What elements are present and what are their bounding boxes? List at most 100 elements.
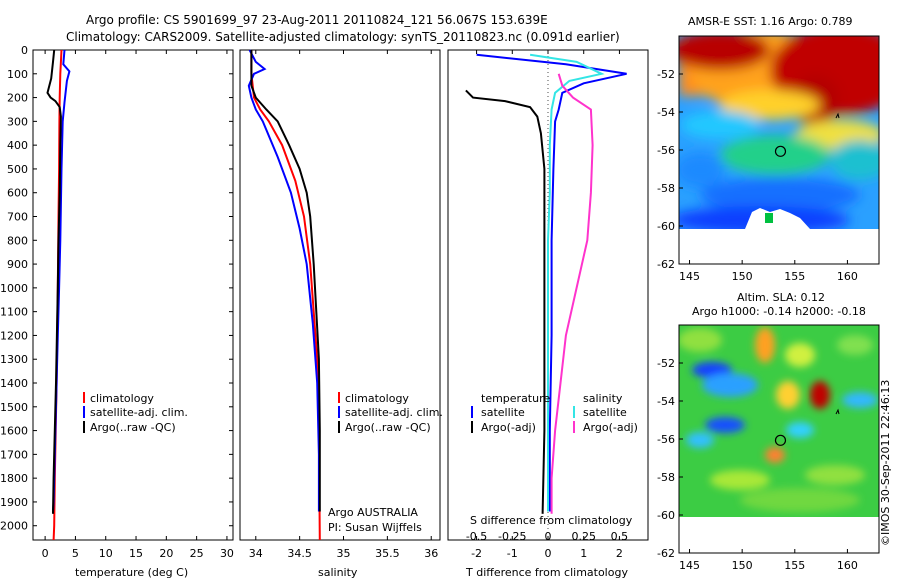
argo-institution: Argo AUSTRALIA	[328, 506, 418, 519]
legend-label: Argo(..raw -QC)	[345, 421, 431, 434]
map-y-tick-label: -54	[657, 395, 675, 408]
depth-tick-label: 0	[21, 44, 28, 57]
sla-map: Altim. SLA: 0.12 Argo h1000: -0.14 h2000…	[657, 291, 880, 572]
salinity-panel: 34 34.5 35 35.5 36 salinity climatology sate…	[239, 49, 443, 579]
salinity-xlabel: salinity	[318, 566, 358, 579]
sla-coast-marker	[835, 408, 840, 415]
series-line-black	[46, 49, 62, 514]
map-y-tick-label: -54	[657, 106, 675, 119]
series-line-blue	[476, 53, 627, 512]
depth-tick-label: 1600	[0, 425, 28, 438]
depth-tick-label: 200	[7, 92, 28, 105]
legend-label: satellite	[481, 406, 525, 419]
depth-tick-label: 2000	[0, 520, 28, 533]
x-tick-label: 25	[190, 547, 204, 560]
imos-credit: ©IMOS 30-Sep-2011 22:46:13	[879, 380, 892, 546]
depth-tick-label: 900	[7, 258, 28, 271]
sst-argo-position-marker	[774, 145, 787, 157]
s-tick-label: 0	[545, 530, 552, 543]
sst-coast-marker	[835, 112, 840, 119]
map-x-tick-label: 145	[679, 559, 700, 572]
header-line1: Argo profile: CS 5901699_97 23-Aug-2011 …	[86, 13, 548, 27]
t-difference-label: T difference from climatology	[465, 566, 628, 579]
x-tick-label: 1	[580, 547, 587, 560]
temperature-panel: 0 5 10 15 20 25 30 010020030040050060070080090…	[0, 44, 648, 579]
map-y-tick-label: -56	[657, 433, 675, 446]
x-tick-label: 35	[337, 547, 351, 560]
map-y-tick-label: -58	[657, 182, 675, 195]
legend-heading-temperature: temperature	[481, 392, 550, 405]
salinity-axes-frame	[239, 49, 441, 541]
depth-tick-label: 1300	[0, 353, 28, 366]
map-y-tick-label: -60	[657, 220, 675, 233]
x-tick-label: 30	[220, 547, 234, 560]
argo-pi: PI: Susan Wijffels	[328, 521, 422, 534]
salinity-legend: climatology satellite-adj. clim. Argo(..…	[338, 392, 443, 434]
map-x-tick-label: 155	[784, 559, 805, 572]
depth-tick-label: 600	[7, 187, 28, 200]
x-tick-label: 34.5	[287, 547, 312, 560]
temperature-xlabel: temperature (deg C)	[75, 566, 188, 579]
difference-panel: -2 -1 0 1 2 -0.5 -0.25 0 0.25 0.5 S difference fr…	[447, 49, 649, 579]
header-line2: Climatology: CARS2009. Satellite-adjuste…	[66, 30, 620, 44]
map-x-tick-label: 160	[837, 559, 858, 572]
sst-field	[679, 36, 879, 229]
depth-tick-label: 1000	[0, 282, 28, 295]
depth-tick-label: 800	[7, 234, 28, 247]
series-line-black	[465, 89, 546, 514]
legend-label: climatology	[345, 392, 409, 405]
series-line-cyan	[529, 53, 605, 512]
depth-tick-label: 1200	[0, 329, 28, 342]
sst-map-title: AMSR-E SST: 1.16 Argo: 0.789	[688, 15, 853, 28]
s-tick-label: 0.5	[611, 530, 629, 543]
depth-tick-label: 1900	[0, 496, 28, 509]
map-y-tick-label: -62	[657, 258, 675, 271]
s-tick-label: 0.25	[571, 530, 596, 543]
x-tick-label: 35.5	[375, 547, 400, 560]
depth-tick-label: 400	[7, 139, 28, 152]
legend-label: satellite-adj. clim.	[90, 406, 188, 419]
s-tick-label: -0.5	[466, 530, 487, 543]
x-tick-label: -1	[507, 547, 518, 560]
legend-label: satellite	[583, 406, 627, 419]
sla-map-title-line2: Argo h1000: -0.14 h2000: -0.18	[692, 305, 866, 318]
x-tick-label: 5	[72, 547, 79, 560]
depth-tick-label: 1400	[0, 377, 28, 390]
x-tick-label: 36	[424, 547, 438, 560]
x-tick-label: -2	[471, 547, 482, 560]
map-y-tick-label: -56	[657, 144, 675, 157]
map-y-tick-label: -62	[657, 547, 675, 560]
depth-tick-label: 1800	[0, 472, 28, 485]
map-y-tick-label: -60	[657, 509, 675, 522]
map-y-tick-label: -52	[657, 357, 675, 370]
s-difference-label: S difference from climatology	[470, 514, 633, 527]
depth-tick-label: 500	[7, 163, 28, 176]
series-line-blue	[247, 49, 320, 512]
x-tick-label: 0	[42, 547, 49, 560]
sla-field	[679, 325, 879, 517]
map-y-tick-label: -52	[657, 68, 675, 81]
map-x-tick-label: 155	[784, 270, 805, 283]
legend-heading-salinity: salinity	[583, 392, 623, 405]
depth-tick-label: 1700	[0, 448, 28, 461]
map-x-tick-label: 145	[679, 270, 700, 283]
s-tick-label: -0.25	[498, 530, 526, 543]
depth-tick-label: 100	[7, 68, 28, 81]
series-line-red	[250, 50, 321, 541]
legend-label: Argo(-adj)	[583, 421, 638, 434]
difference-legend: temperature satellite Argo(-adj) salinit…	[471, 392, 638, 434]
x-tick-label: 2	[616, 547, 623, 560]
series-line-black	[250, 50, 321, 512]
x-tick-label: 20	[159, 547, 173, 560]
map-x-tick-label: 150	[732, 270, 753, 283]
legend-label: Argo(..raw -QC)	[90, 421, 176, 434]
legend-label: climatology	[90, 392, 154, 405]
sla-argo-position-marker	[774, 434, 787, 446]
temperature-axes-frame	[32, 49, 234, 541]
depth-tick-label: 1100	[0, 306, 28, 319]
x-tick-label: 34	[249, 547, 263, 560]
series-line-magenta	[550, 73, 594, 514]
depth-tick-label: 300	[7, 115, 28, 128]
legend-label: Argo(-adj)	[481, 421, 536, 434]
